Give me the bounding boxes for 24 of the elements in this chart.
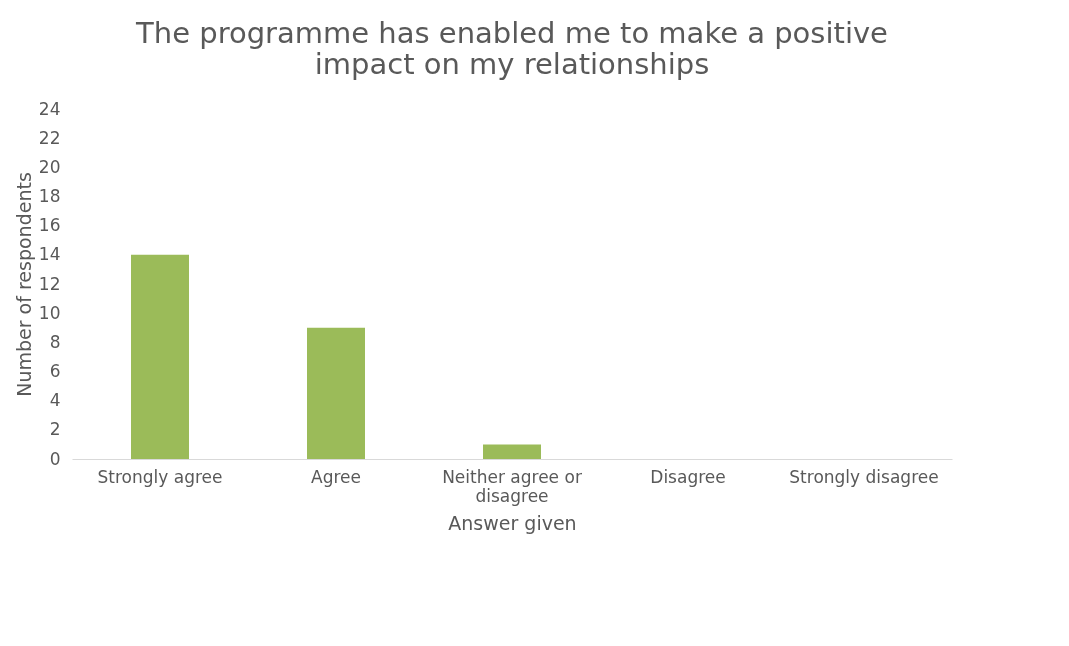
y-tick-label: 8 xyxy=(49,331,61,352)
x-tick-label: Disagree xyxy=(650,466,726,487)
y-tick-label: 0 xyxy=(49,448,61,469)
y-tick-label: 12 xyxy=(38,273,61,294)
x-tick-label: Agree xyxy=(311,466,361,487)
x-tick-label: Strongly agree xyxy=(97,466,223,487)
bar xyxy=(307,327,365,459)
x-tick-label: Neither agree or disagree xyxy=(442,466,582,506)
x-tick-label: Strongly disagree xyxy=(789,466,939,487)
x-axis-title: Answer given xyxy=(448,511,577,534)
y-tick-label: 22 xyxy=(38,127,61,148)
y-tick-label: 10 xyxy=(38,302,61,323)
y-tick-label: 14 xyxy=(38,244,61,265)
y-tick-label: 18 xyxy=(38,186,61,206)
bar xyxy=(131,254,189,459)
chart-title: The programme has enabled me to make a positive impact on my relationships xyxy=(135,16,888,81)
bar xyxy=(483,444,541,459)
y-tick-label: 24 xyxy=(38,98,61,119)
y-tick-label: 16 xyxy=(38,215,61,236)
y-tick-label: 20 xyxy=(38,156,61,177)
y-tick-label: 2 xyxy=(49,419,61,440)
y-axis-title: Number of respondents xyxy=(12,172,35,397)
y-tick-label: 6 xyxy=(49,361,61,381)
y-tick-label: 4 xyxy=(49,390,61,411)
